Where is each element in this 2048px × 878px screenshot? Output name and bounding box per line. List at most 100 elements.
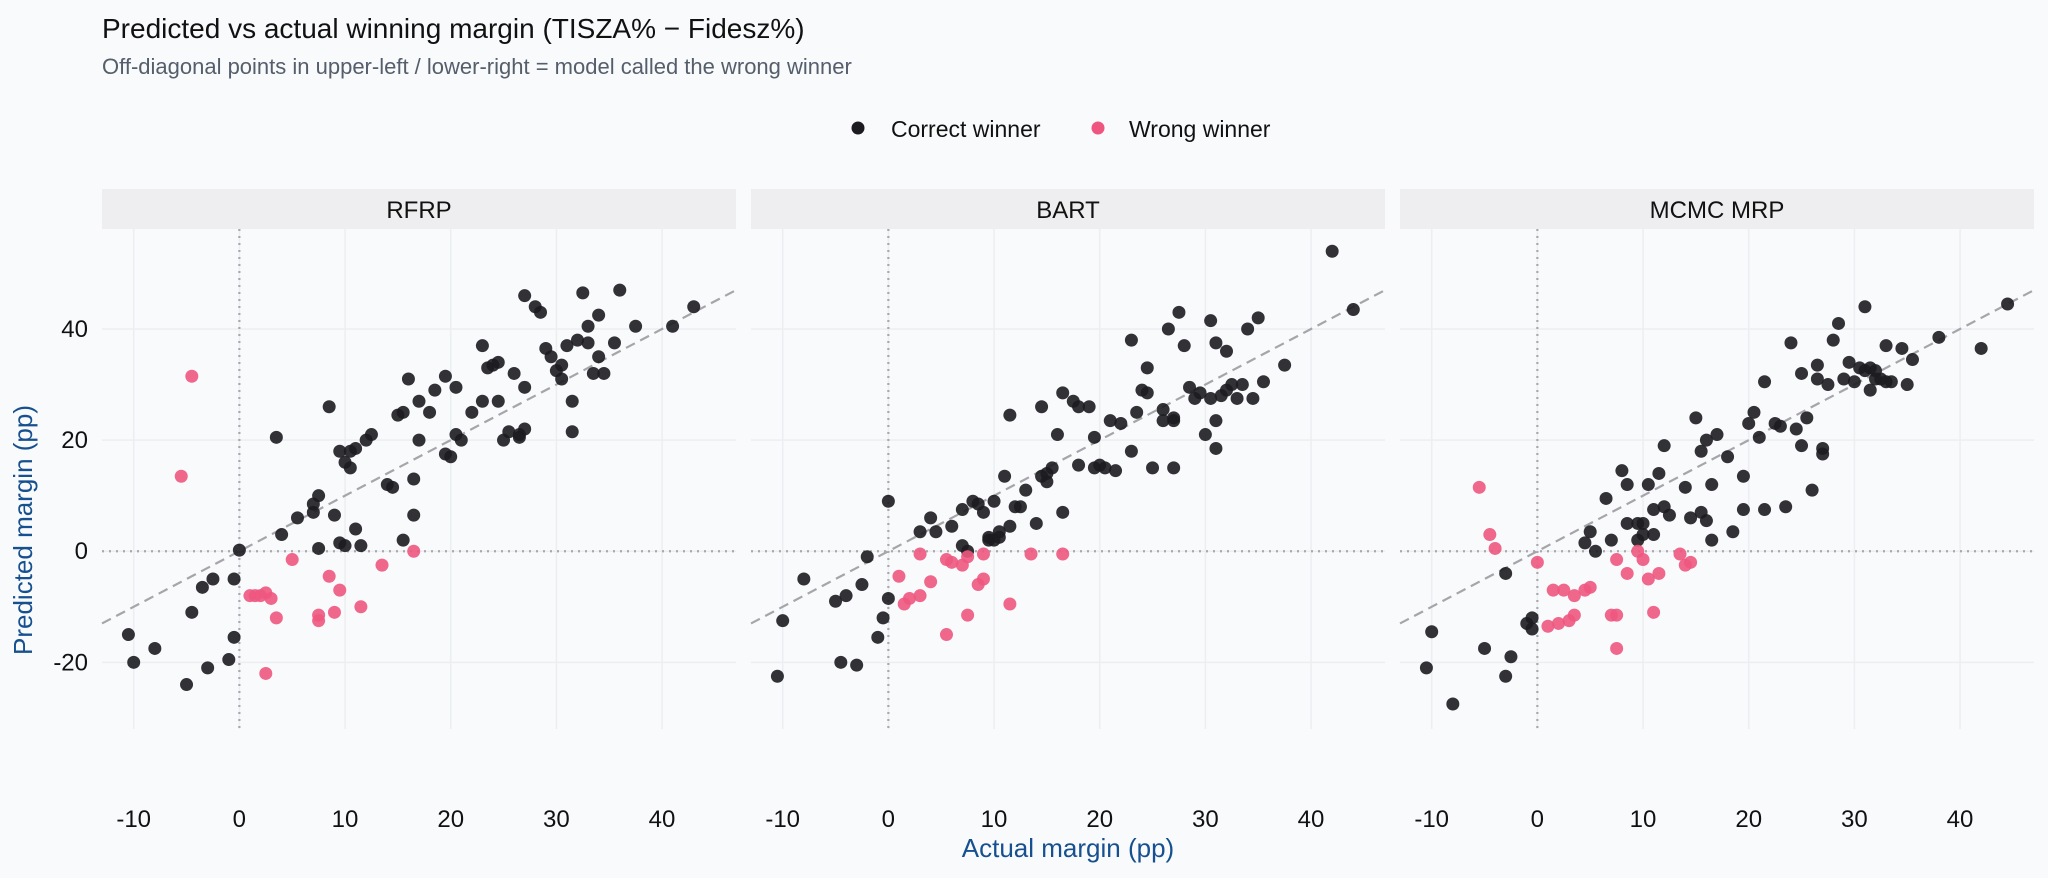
- point-wrong: [322, 569, 336, 583]
- point-wrong: [259, 666, 273, 680]
- point-correct: [1620, 478, 1634, 492]
- point-correct: [1842, 355, 1856, 369]
- facet-strip: [1400, 189, 2034, 229]
- point-correct: [913, 525, 927, 539]
- point-correct: [1821, 378, 1835, 392]
- point-correct: [1588, 544, 1602, 558]
- chart-subtitle: Off-diagonal points in upper-left / lowe…: [102, 54, 852, 79]
- point-correct: [565, 425, 579, 439]
- point-correct: [571, 333, 584, 347]
- point-correct: [1251, 311, 1265, 325]
- point-correct: [1932, 330, 1946, 344]
- point-correct: [1752, 430, 1766, 444]
- point-wrong: [1483, 528, 1497, 542]
- point-correct: [1419, 661, 1433, 675]
- point-correct: [1161, 322, 1175, 336]
- point-correct: [1525, 622, 1539, 636]
- panel-rfrp: RFRP -10 0 10 20 30 40 -20 0 20 40: [53, 189, 737, 833]
- point-correct: [607, 336, 621, 350]
- point-correct: [924, 511, 938, 525]
- point-wrong: [1552, 616, 1565, 630]
- point-correct: [1832, 316, 1846, 330]
- point-correct: [929, 525, 943, 539]
- point-correct: [770, 669, 784, 683]
- point-correct: [945, 519, 959, 533]
- point-correct: [1204, 391, 1218, 405]
- point-correct: [1278, 358, 1292, 372]
- point-wrong: [961, 550, 975, 564]
- point-correct: [1003, 408, 1017, 422]
- point-correct: [1072, 458, 1086, 472]
- point-correct: [1478, 641, 1492, 655]
- point-wrong: [1610, 608, 1624, 622]
- point-correct: [386, 480, 400, 494]
- legend-label-wrong: Wrong winner: [1129, 116, 1271, 142]
- panel-mcmc-mrp: MCMC MRP -10 0 10 20 30 40: [1399, 189, 2035, 833]
- facet-strip-label: BART: [1036, 197, 1100, 224]
- point-correct: [322, 400, 336, 414]
- point-correct: [1758, 375, 1772, 389]
- point-correct: [1620, 516, 1634, 530]
- point-wrong: [1567, 589, 1581, 603]
- point-correct: [1736, 469, 1750, 483]
- point-correct: [1636, 516, 1650, 530]
- point-correct: [1779, 500, 1793, 514]
- point-wrong: [1673, 547, 1687, 561]
- point-correct: [312, 541, 326, 555]
- point-correct: [1721, 450, 1735, 464]
- point-correct: [976, 505, 990, 519]
- point-correct: [1837, 372, 1851, 386]
- point-correct: [438, 369, 452, 383]
- y-tick-label: -20: [53, 649, 88, 676]
- x-tick-label: 30: [543, 806, 570, 833]
- point-correct: [428, 383, 442, 397]
- point-wrong: [913, 589, 927, 603]
- point-wrong: [1641, 572, 1655, 586]
- point-correct: [613, 283, 627, 297]
- point-correct: [1504, 650, 1518, 664]
- point-correct: [180, 678, 194, 692]
- point-wrong: [1636, 553, 1650, 567]
- point-correct: [1694, 444, 1708, 458]
- point-correct: [876, 611, 890, 625]
- point-correct: [1525, 611, 1539, 625]
- point-correct: [1156, 414, 1170, 428]
- point-correct: [534, 305, 548, 319]
- x-tick-label: 0: [882, 806, 895, 833]
- point-correct: [1050, 428, 1064, 442]
- point-correct: [629, 319, 643, 333]
- point-correct: [1742, 416, 1756, 430]
- point-correct: [1905, 353, 1919, 367]
- point-correct: [412, 433, 426, 447]
- facet-strip-label: MCMC MRP: [1650, 197, 1785, 224]
- point-correct: [1900, 378, 1914, 392]
- point-correct: [860, 550, 874, 564]
- point-wrong: [976, 547, 990, 561]
- point-correct: [396, 405, 410, 419]
- point-wrong: [1647, 605, 1661, 619]
- facet-strip: [102, 189, 736, 229]
- x-tick-label: 10: [981, 806, 1008, 833]
- point-correct: [1167, 461, 1181, 475]
- point-correct: [592, 350, 606, 364]
- point-correct: [1662, 508, 1676, 522]
- point-correct: [465, 405, 479, 419]
- point-wrong: [1652, 566, 1666, 580]
- x-tick-label: 20: [1086, 806, 1113, 833]
- point-correct: [491, 355, 505, 369]
- point-correct: [1879, 339, 1893, 353]
- point-correct: [687, 300, 701, 314]
- point-correct: [349, 441, 363, 455]
- point-correct: [1193, 386, 1207, 400]
- point-correct: [454, 433, 468, 447]
- point-correct: [1241, 322, 1255, 336]
- point-correct: [1209, 441, 1223, 455]
- point-correct: [1446, 697, 1460, 711]
- point-correct: [1198, 428, 1212, 442]
- point-correct: [232, 543, 246, 557]
- point-wrong: [892, 569, 906, 583]
- point-correct: [1156, 403, 1170, 417]
- x-tick-label: 40: [1298, 806, 1325, 833]
- point-correct: [1810, 358, 1824, 372]
- point-correct: [312, 489, 326, 503]
